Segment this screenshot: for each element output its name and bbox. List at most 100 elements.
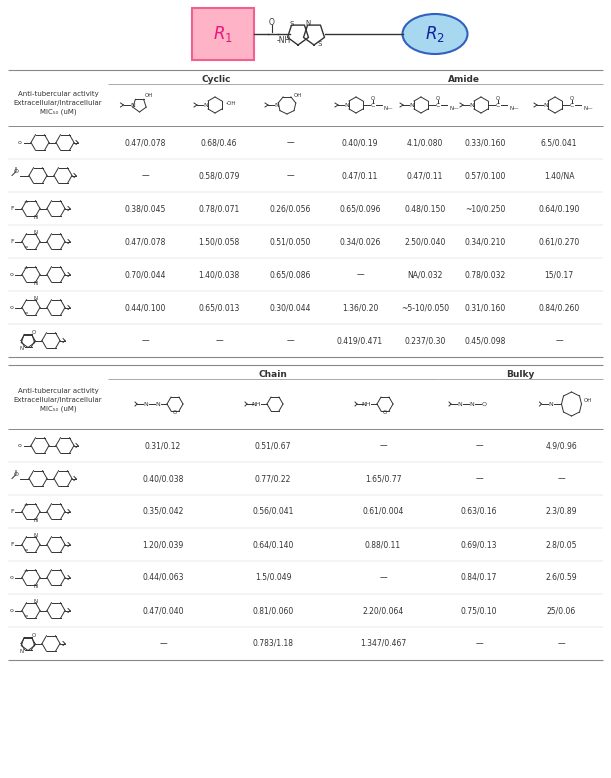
Text: 0.75/0.10: 0.75/0.10 [461, 606, 497, 615]
Text: —: — [558, 639, 565, 648]
Text: =: = [24, 311, 28, 316]
Text: —: — [142, 336, 149, 345]
Text: 0.31/0.12: 0.31/0.12 [145, 441, 181, 450]
Text: $\it{R_2}$: $\it{R_2}$ [425, 24, 445, 44]
Text: 2.3/0.89: 2.3/0.89 [546, 507, 577, 516]
Text: N: N [156, 401, 160, 406]
Text: —: — [555, 336, 563, 345]
Text: —: — [142, 171, 149, 180]
Text: NH: NH [361, 401, 371, 406]
Text: Extracellular/Intracellular: Extracellular/Intracellular [13, 397, 102, 403]
Text: N—: N— [449, 106, 459, 110]
Text: 0.84/0.260: 0.84/0.260 [538, 303, 580, 312]
Text: 0.45/0.098: 0.45/0.098 [464, 336, 506, 345]
Text: O: O [383, 409, 387, 415]
Text: NH: NH [251, 401, 261, 406]
Text: OH: OH [144, 93, 153, 97]
Text: —: — [159, 639, 167, 648]
Text: 0.47/0.078: 0.47/0.078 [125, 138, 166, 147]
Text: O: O [32, 330, 36, 335]
Text: O: O [13, 169, 18, 174]
Text: 4.1/0.080: 4.1/0.080 [407, 138, 443, 147]
Text: O: O [269, 17, 275, 26]
Text: C: C [371, 103, 375, 107]
Text: 1.65/0.77: 1.65/0.77 [365, 474, 401, 483]
Text: N: N [20, 649, 24, 654]
Text: —: — [379, 441, 387, 450]
Text: 4.9/0.96: 4.9/0.96 [546, 441, 577, 450]
Text: —: — [286, 336, 294, 345]
Text: =: = [24, 266, 28, 271]
Text: 0.31/0.160: 0.31/0.160 [464, 303, 506, 312]
Text: 0.63/0.16: 0.63/0.16 [461, 507, 497, 516]
Text: N: N [34, 584, 38, 589]
Text: =: = [24, 245, 28, 250]
Text: ~5-10/0.050: ~5-10/0.050 [401, 303, 449, 312]
Text: N: N [34, 518, 38, 523]
Text: N: N [34, 281, 38, 286]
Text: —: — [475, 474, 483, 483]
Text: 1.5/0.049: 1.5/0.049 [255, 573, 291, 582]
Text: N: N [470, 103, 474, 107]
Text: -OH: -OH [226, 100, 236, 106]
Text: 2.50/0.040: 2.50/0.040 [404, 237, 445, 246]
Text: O: O [481, 401, 486, 406]
Text: =: = [24, 614, 28, 619]
Text: 0.61/0.004: 0.61/0.004 [362, 507, 404, 516]
Text: N: N [409, 103, 414, 107]
Text: F: F [10, 509, 14, 514]
Text: O: O [496, 96, 500, 100]
FancyBboxPatch shape [192, 8, 254, 60]
Text: 0.65/0.096: 0.65/0.096 [339, 204, 381, 213]
Text: S: S [318, 41, 322, 47]
Text: 0.40/0.19: 0.40/0.19 [342, 138, 378, 147]
Text: o: o [10, 305, 14, 310]
Text: ~10/0.250: ~10/0.250 [465, 204, 505, 213]
Text: N: N [345, 103, 349, 107]
Text: 0.44/0.100: 0.44/0.100 [125, 303, 166, 312]
Text: o: o [18, 140, 22, 145]
Text: F: F [10, 206, 14, 211]
Text: —: — [379, 573, 387, 582]
Text: N—: N— [384, 106, 393, 110]
Text: O: O [13, 472, 18, 477]
Text: =: = [24, 200, 28, 205]
Text: N: N [34, 533, 38, 538]
Text: 0.88/0.11: 0.88/0.11 [365, 540, 401, 549]
Text: 0.47/0.11: 0.47/0.11 [342, 171, 378, 180]
Text: 0.48/0.150: 0.48/0.150 [404, 204, 445, 213]
Text: 0.68/0.46: 0.68/0.46 [201, 138, 237, 147]
Text: 0.34/0.210: 0.34/0.210 [464, 237, 506, 246]
Text: Extracellular/Intracellular: Extracellular/Intracellular [13, 100, 102, 106]
Text: 0.47/0.11: 0.47/0.11 [407, 171, 443, 180]
Text: 0.78/0.071: 0.78/0.071 [199, 204, 240, 213]
Text: 1.36/0.20: 1.36/0.20 [342, 303, 378, 312]
Text: O: O [371, 96, 375, 100]
Text: N: N [470, 401, 474, 406]
Text: 0.84/0.17: 0.84/0.17 [461, 573, 497, 582]
Text: 0.64/0.190: 0.64/0.190 [538, 204, 580, 213]
Text: 2.6/0.59: 2.6/0.59 [546, 573, 577, 582]
Text: —: — [286, 138, 294, 147]
Text: Amide: Amide [448, 75, 480, 83]
Text: 1.40/0.038: 1.40/0.038 [199, 270, 240, 279]
Text: 0.77/0.22: 0.77/0.22 [255, 474, 291, 483]
Text: N: N [274, 103, 279, 107]
Text: =: = [24, 503, 28, 508]
Text: N: N [306, 20, 310, 26]
Text: 0.51/0.67: 0.51/0.67 [255, 441, 291, 450]
Text: —: — [286, 171, 294, 180]
Text: 1.50/0.058: 1.50/0.058 [199, 237, 240, 246]
Text: OH: OH [584, 398, 592, 402]
Text: —: — [475, 639, 483, 648]
Text: 0.81/0.060: 0.81/0.060 [252, 606, 294, 615]
Text: MIC₅₀ (uM): MIC₅₀ (uM) [40, 109, 76, 115]
Ellipse shape [403, 14, 467, 54]
Text: 0.61/0.270: 0.61/0.270 [538, 237, 580, 246]
Text: —: — [558, 474, 565, 483]
Text: 15/0.17: 15/0.17 [544, 270, 574, 279]
Text: 0.58/0.079: 0.58/0.079 [199, 171, 240, 180]
Text: OH: OH [294, 93, 302, 97]
Text: O: O [173, 409, 177, 415]
Text: 0.64/0.140: 0.64/0.140 [252, 540, 294, 549]
